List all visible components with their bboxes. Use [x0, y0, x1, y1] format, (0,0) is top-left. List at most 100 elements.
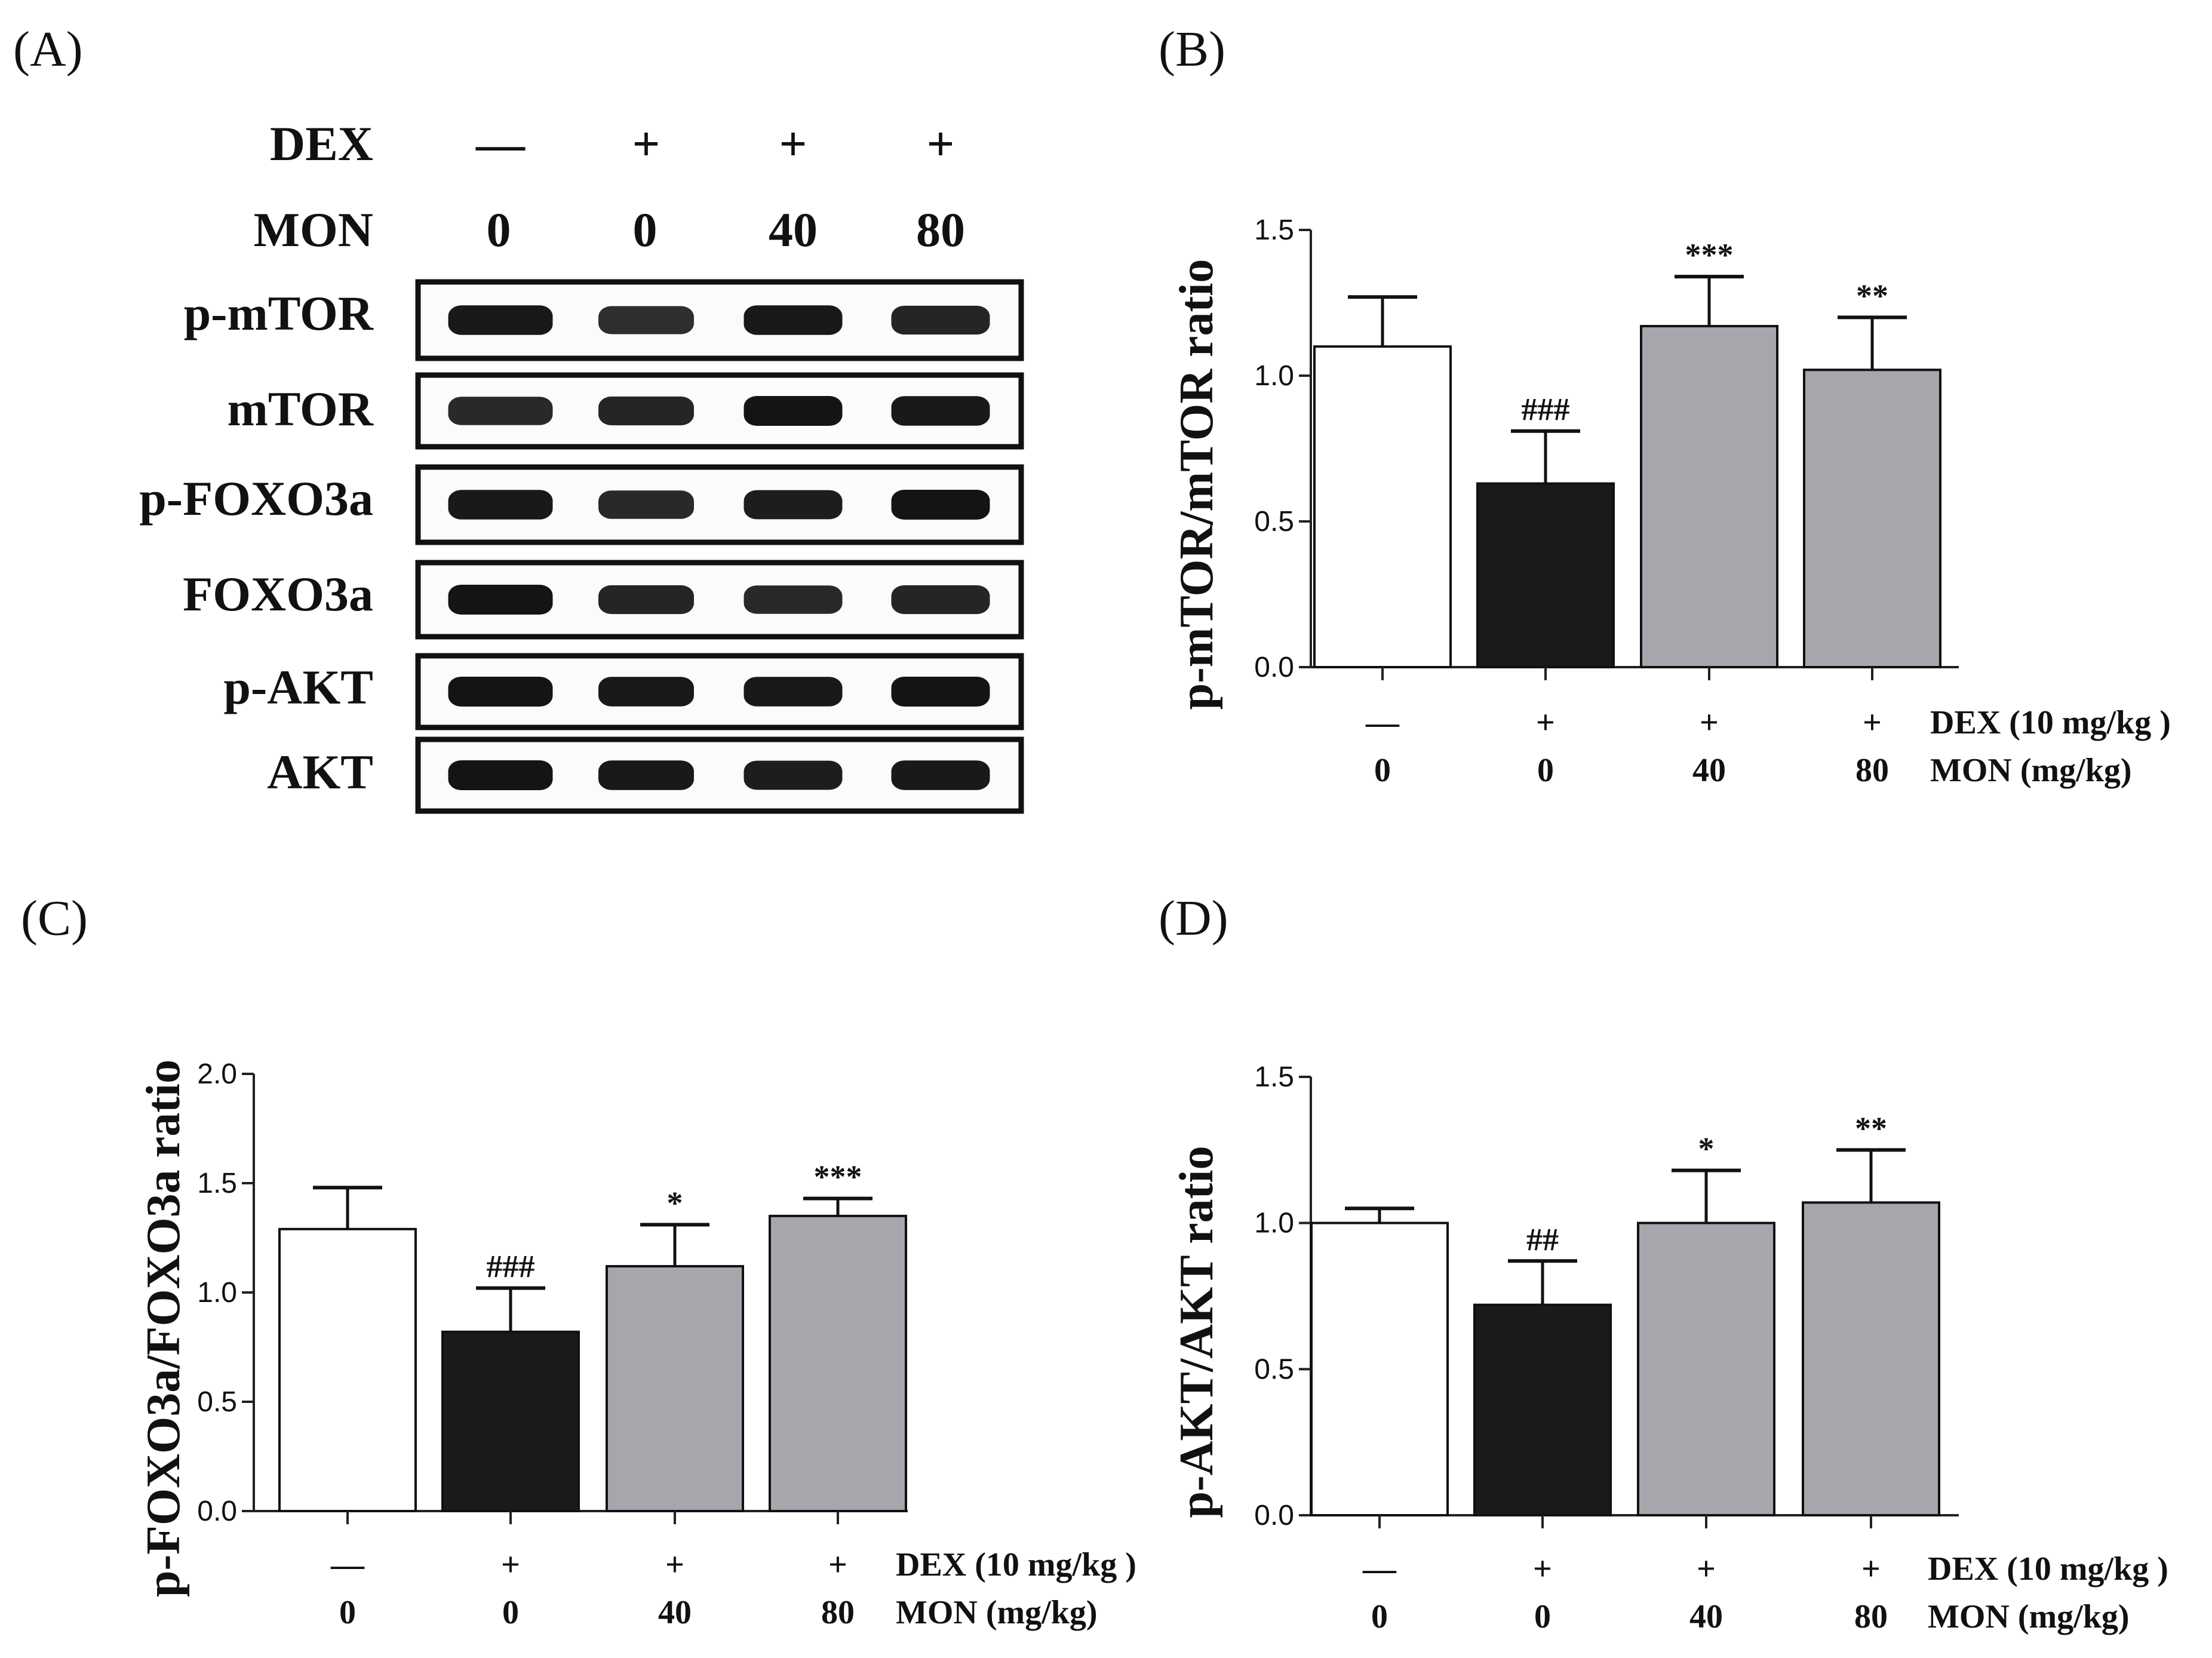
wb-band — [448, 677, 553, 707]
wb-band — [891, 585, 990, 615]
y-tick-label: 2.0 — [197, 1058, 237, 1090]
y-tick-label: 1.5 — [1254, 214, 1294, 246]
dex-row-label: DEX (10 mg/kg ) — [1930, 704, 2171, 741]
wb-mon-dose-1: 0 — [487, 202, 511, 257]
wb-band-label-p-mtor: p-mTOR — [184, 286, 374, 340]
wb-band — [891, 760, 990, 790]
wb-dex-sign-3: + — [779, 116, 807, 171]
wb-band — [891, 490, 990, 520]
wb-band — [598, 490, 694, 519]
mon-dose: 80 — [1854, 1598, 1888, 1635]
y-axis-title: p-AKT/AKT ratio — [1170, 1146, 1223, 1518]
wb-mon-dose-3: 40 — [769, 202, 818, 257]
wb-band — [448, 397, 553, 425]
y-tick-label: 0.5 — [1254, 1353, 1294, 1385]
wb-band — [744, 305, 843, 335]
wb-band — [448, 305, 553, 335]
wb-mon-dose-2: 0 — [633, 202, 658, 257]
wb-band — [744, 677, 843, 707]
dex-sign: — — [1365, 704, 1400, 741]
dex-sign: + — [665, 1546, 684, 1583]
wb-band — [598, 760, 694, 790]
y-tick-label: 0.5 — [1254, 506, 1294, 538]
wb-band — [744, 396, 843, 426]
panel-label-c: (C) — [21, 891, 88, 946]
mon-dose: 80 — [821, 1594, 855, 1631]
significance-label: ### — [487, 1249, 535, 1285]
mon-dose: 0 — [1374, 752, 1391, 789]
western-blot-panel: DEX MON — + + + 0 0 40 80 p-mTOR mTOR p-… — [139, 116, 1024, 814]
dex-sign: + — [501, 1546, 520, 1583]
wb-band-label-p-akt: p-AKT — [223, 660, 373, 714]
wb-band-label-akt: AKT — [267, 745, 373, 799]
wb-band — [598, 585, 694, 615]
wb-band — [891, 677, 990, 707]
panel-label-b: (B) — [1159, 22, 1225, 77]
wb-dex-label: DEX — [270, 116, 373, 171]
bar-1 — [1310, 1221, 1449, 1516]
chart-d: 0.0 0.5 1.0 1.5 p-AKT/AKT ratio — 0 ## +0 * +40 ** +… — [1170, 1061, 2168, 1635]
wb-band — [598, 306, 694, 334]
wb-mon-dose-4: 80 — [916, 202, 965, 257]
mon-dose: 0 — [1371, 1598, 1388, 1635]
mon-row-label: MON (mg/kg) — [896, 1594, 1098, 1631]
dex-sign: + — [1863, 704, 1882, 741]
y-tick-label: 0.0 — [1254, 652, 1294, 683]
dex-sign: — — [330, 1546, 365, 1583]
dex-sign: + — [1697, 1550, 1716, 1588]
significance-label: *** — [814, 1159, 862, 1195]
y-tick-label: 0.5 — [197, 1386, 237, 1418]
significance-label: ### — [1522, 392, 1570, 428]
bar-2 — [1473, 1303, 1612, 1516]
bar-1 — [1313, 345, 1452, 668]
significance-label: ## — [1526, 1221, 1559, 1257]
dex-sign: + — [1700, 704, 1719, 741]
mon-dose: 0 — [502, 1594, 519, 1631]
significance-label: * — [1698, 1131, 1715, 1167]
chart-c: 0.0 0.5 1.0 1.5 2.0p-FOXO3a/FOXO3a ratio — 0 ##… — [137, 1058, 1136, 1631]
bar-2 — [441, 1330, 580, 1512]
wb-band — [744, 585, 843, 614]
significance-label: * — [667, 1186, 683, 1221]
y-tick-label: 1.0 — [1254, 360, 1294, 392]
bar-1 — [278, 1227, 417, 1513]
chart-b: 0.0 0.5 1.0 1.5 p-mTOR/mTOR ratio — 0 ### +0 *** +… — [1170, 214, 2171, 789]
wb-band — [891, 305, 990, 335]
mon-dose: 80 — [1855, 752, 1889, 789]
bar-2 — [1476, 482, 1615, 668]
bar-3 — [1637, 1221, 1775, 1516]
y-tick-label: 0.0 — [1254, 1500, 1294, 1531]
bar-4 — [769, 1214, 907, 1513]
y-axis-title: p-FOXO3a/FOXO3a ratio — [137, 1060, 190, 1597]
wb-band-label-mtor: mTOR — [227, 382, 373, 436]
dex-sign: + — [828, 1546, 847, 1583]
mon-row-label: MON (mg/kg) — [1928, 1598, 2130, 1635]
dex-row-label: DEX (10 mg/kg ) — [1928, 1550, 2168, 1588]
dex-sign: + — [1536, 704, 1555, 741]
panel-label-d: (D) — [1159, 891, 1228, 946]
mon-row-label: MON (mg/kg) — [1930, 752, 2132, 789]
y-tick-label: 1.0 — [197, 1277, 237, 1309]
wb-dex-sign-4: + — [927, 116, 955, 171]
bar-3 — [606, 1265, 744, 1513]
wb-band — [448, 760, 553, 790]
wb-dex-sign-1: — — [475, 116, 526, 171]
y-axis-title: p-mTOR/mTOR ratio — [1170, 259, 1223, 710]
significance-label: ** — [1856, 278, 1888, 314]
y-tick-label: 0.0 — [197, 1496, 237, 1527]
wb-band-label-foxo3a: FOXO3a — [183, 567, 373, 621]
dex-row-label: DEX (10 mg/kg ) — [896, 1546, 1136, 1583]
wb-strips — [415, 279, 1024, 814]
bar-3 — [1640, 325, 1778, 668]
y-tick-label: 1.5 — [197, 1168, 237, 1199]
dex-sign: — — [1362, 1550, 1397, 1588]
bar-4 — [1802, 1201, 1940, 1516]
wb-band — [598, 677, 694, 707]
mon-dose: 40 — [658, 1594, 692, 1631]
mon-dose: 0 — [339, 1594, 356, 1631]
wb-band — [744, 760, 843, 790]
mon-dose: 0 — [1534, 1598, 1551, 1635]
wb-band — [448, 585, 553, 615]
wb-band — [598, 396, 694, 426]
